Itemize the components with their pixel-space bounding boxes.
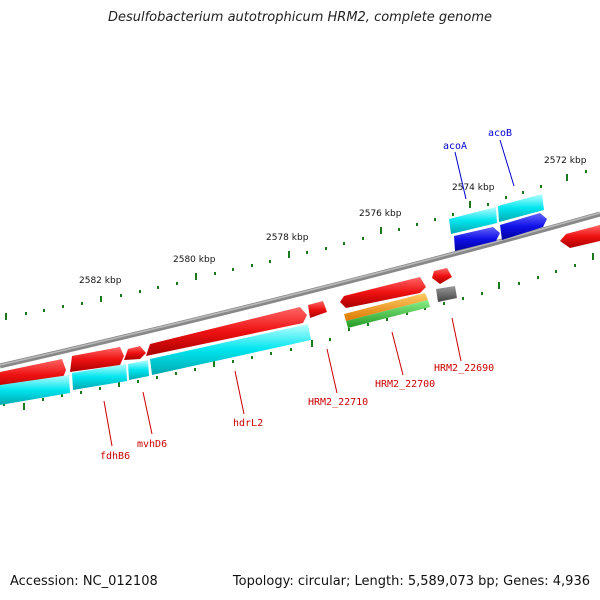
gene-label-hdrL2[interactable]: hdrL2 (233, 418, 263, 429)
rna-orange-feature[interactable] (344, 293, 428, 321)
gene-label-mvhD6[interactable]: mvhD6 (137, 439, 167, 450)
gene-acoB-feature[interactable] (500, 213, 547, 240)
gene-upper-1[interactable] (449, 207, 497, 234)
scale-label-2576: 2576 kbp (359, 209, 402, 219)
gene-upper-2[interactable] (498, 194, 544, 222)
gene-lower-3[interactable] (128, 360, 149, 380)
gene-lower-2[interactable] (72, 364, 127, 390)
inner-scale-ticks (3, 253, 594, 410)
topology-text: Topology: circular; Length: 5,589,073 bp… (232, 574, 590, 589)
gene-label-acoB[interactable]: acoB (488, 128, 512, 139)
cds-6[interactable] (340, 277, 426, 308)
gene-label-HRM2_22700[interactable]: HRM2_22700 (375, 379, 435, 390)
other-feature[interactable] (436, 286, 457, 302)
genome-backbone (0, 211, 600, 369)
genome-backbone-highlight (0, 212, 600, 366)
outer-scale-ticks (5, 170, 587, 320)
gene-label-HRM2_22690[interactable]: HRM2_22690 (434, 363, 494, 374)
gene-acoA-feature[interactable] (454, 227, 500, 251)
scale-label-2572: 2572 kbp (544, 156, 587, 166)
highlight-gene-track (454, 213, 547, 251)
upper-gene-track (449, 194, 544, 234)
gene-lower-4[interactable] (150, 324, 311, 375)
gene-label-HRM2_22710[interactable]: HRM2_22710 (308, 397, 368, 408)
map-title: Desulfobacterium autotrophicum HRM2, com… (107, 10, 493, 25)
cds-upper-right[interactable] (560, 225, 600, 248)
gene-label-acoA[interactable]: acoA (443, 141, 467, 152)
cds-3[interactable] (124, 346, 146, 360)
cds-5[interactable] (308, 301, 327, 318)
scale-label-2580: 2580 kbp (173, 255, 216, 265)
scale-label-2578: 2578 kbp (266, 233, 309, 243)
scale-label-2574: 2574 kbp (452, 183, 495, 193)
lower-gene-track (0, 324, 311, 405)
rna-green-feature[interactable] (346, 300, 430, 328)
cds-4[interactable] (146, 307, 307, 356)
label-leaders (103, 139, 515, 447)
upper-cds-track (560, 225, 600, 248)
scale-label-2582: 2582 kbp (79, 276, 122, 286)
gene-label-fdhB6[interactable]: fdhB6 (100, 451, 130, 462)
cds-7[interactable] (432, 268, 452, 284)
accession-text: Accession: NC_012108 (10, 574, 158, 589)
gene-lower-1[interactable] (0, 375, 70, 405)
lower-cds-track (0, 268, 452, 391)
cds-2[interactable] (70, 347, 124, 372)
